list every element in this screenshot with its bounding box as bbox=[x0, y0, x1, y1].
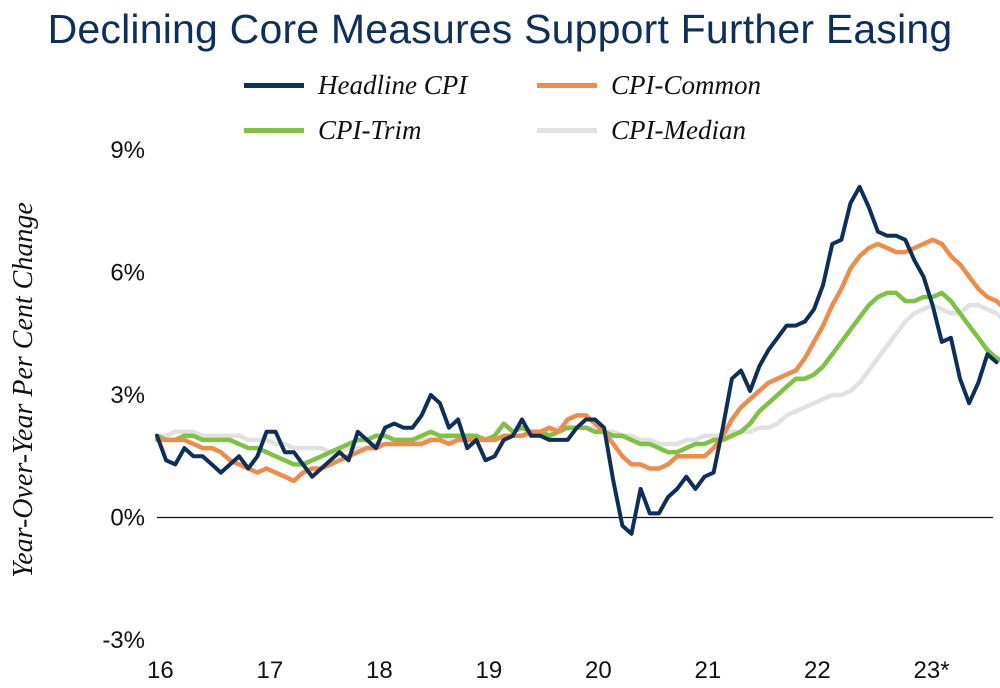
y-tick-label: 6% bbox=[110, 260, 145, 287]
series-line-headline-cpi bbox=[155, 184, 999, 536]
legend-swatch-cpi-median bbox=[537, 128, 597, 133]
x-tick-label: 17 bbox=[257, 657, 284, 684]
series-line-cpi-median bbox=[154, 302, 1000, 455]
x-tick-label: 16 bbox=[147, 657, 174, 684]
legend-item-cpi-common: CPI-Common bbox=[537, 70, 761, 101]
y-tick-label: -3% bbox=[102, 627, 145, 654]
legend-label-cpi-median: CPI-Median bbox=[611, 115, 746, 145]
x-tick-label: 19 bbox=[476, 657, 503, 684]
x-tick-label: 20 bbox=[585, 657, 612, 684]
y-axis-ticks: -3% 0% 3% 6% 9% bbox=[102, 137, 145, 654]
x-tick-label: 22 bbox=[804, 657, 831, 684]
chart-title: Declining Core Measures Support Further … bbox=[47, 6, 953, 52]
series-line-cpi-common bbox=[154, 237, 1000, 484]
y-tick-label: 9% bbox=[110, 137, 145, 164]
legend-label-headline-cpi: Headline CPI bbox=[318, 70, 468, 100]
x-tick-label: 21 bbox=[695, 657, 722, 684]
legend-swatch-headline-cpi bbox=[244, 83, 304, 88]
legend-swatch-cpi-common bbox=[537, 83, 597, 88]
series-group bbox=[154, 184, 1000, 536]
legend-item-cpi-trim: CPI-Trim bbox=[244, 115, 422, 146]
legend-label-cpi-trim: CPI-Trim bbox=[318, 115, 422, 145]
legend-swatch-cpi-trim bbox=[244, 128, 304, 133]
series-line-cpi-trim bbox=[154, 290, 1000, 467]
legend-label-cpi-common: CPI-Common bbox=[611, 70, 761, 100]
x-axis-ticks: 16 17 18 19 20 21 22 23* bbox=[147, 657, 950, 684]
legend-item-headline-cpi: Headline CPI bbox=[244, 70, 467, 101]
y-tick-label: 0% bbox=[110, 505, 145, 532]
x-tick-label: 18 bbox=[366, 657, 393, 684]
x-tick-label: 23* bbox=[914, 657, 950, 684]
y-tick-label: 3% bbox=[110, 382, 145, 409]
legend-item-cpi-median: CPI-Median bbox=[537, 115, 746, 146]
